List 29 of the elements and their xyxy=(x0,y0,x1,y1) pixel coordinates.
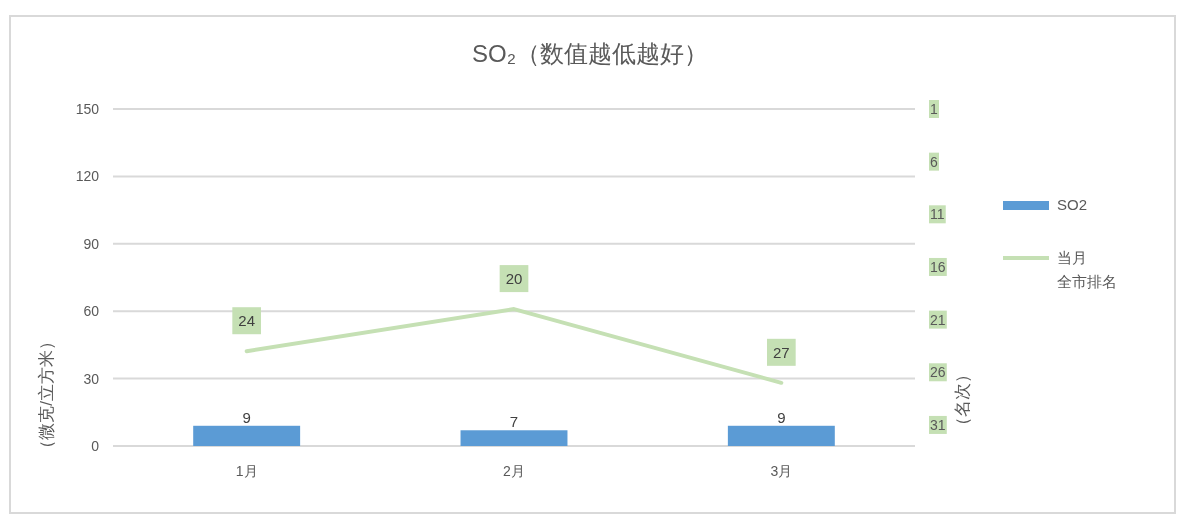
y2-tick-label: 16 xyxy=(930,258,946,275)
y2-tick-label: 6 xyxy=(930,153,938,170)
y-tick-label: 120 xyxy=(75,168,100,185)
data-label: 7 xyxy=(509,413,519,431)
data-label: 9 xyxy=(777,408,786,426)
y2-tick-label: 31 xyxy=(930,416,946,433)
y-tick-label: 0 xyxy=(91,438,100,454)
y-tick-label: 30 xyxy=(83,370,100,387)
ylabel: （微克/立方米） xyxy=(37,333,56,457)
y2-tick-label: 21 xyxy=(930,311,946,328)
data-label: 24 xyxy=(238,312,256,330)
data-label: 27 xyxy=(772,343,790,361)
title: SO₂（数值越低越好） xyxy=(472,40,708,67)
y2label: （名次） xyxy=(953,366,972,434)
x-tick-label: 1月 xyxy=(235,463,258,479)
data-label: 20 xyxy=(505,270,523,288)
label: 24 xyxy=(232,307,261,335)
label: 20 xyxy=(499,265,529,293)
legend-label: SO2 xyxy=(1057,196,1088,213)
y-tick-label: 150 xyxy=(75,101,100,117)
data-label: 9 xyxy=(242,408,251,426)
y-tick-label: 60 xyxy=(83,303,100,320)
legend-label: 当月全市排名 xyxy=(1057,249,1117,290)
y2-tick-label: 1 xyxy=(930,101,938,117)
x-tick-label: 3月 xyxy=(770,463,793,479)
x-tick-label: 2月 xyxy=(503,463,525,479)
y-tick-label: 90 xyxy=(83,235,100,252)
y2-tick-label: 26 xyxy=(930,364,946,381)
y2-tick-label: 11 xyxy=(930,206,945,223)
